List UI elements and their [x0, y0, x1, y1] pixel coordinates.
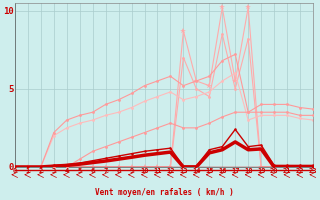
X-axis label: Vent moyen/en rafales ( km/h ): Vent moyen/en rafales ( km/h ) — [95, 188, 233, 197]
